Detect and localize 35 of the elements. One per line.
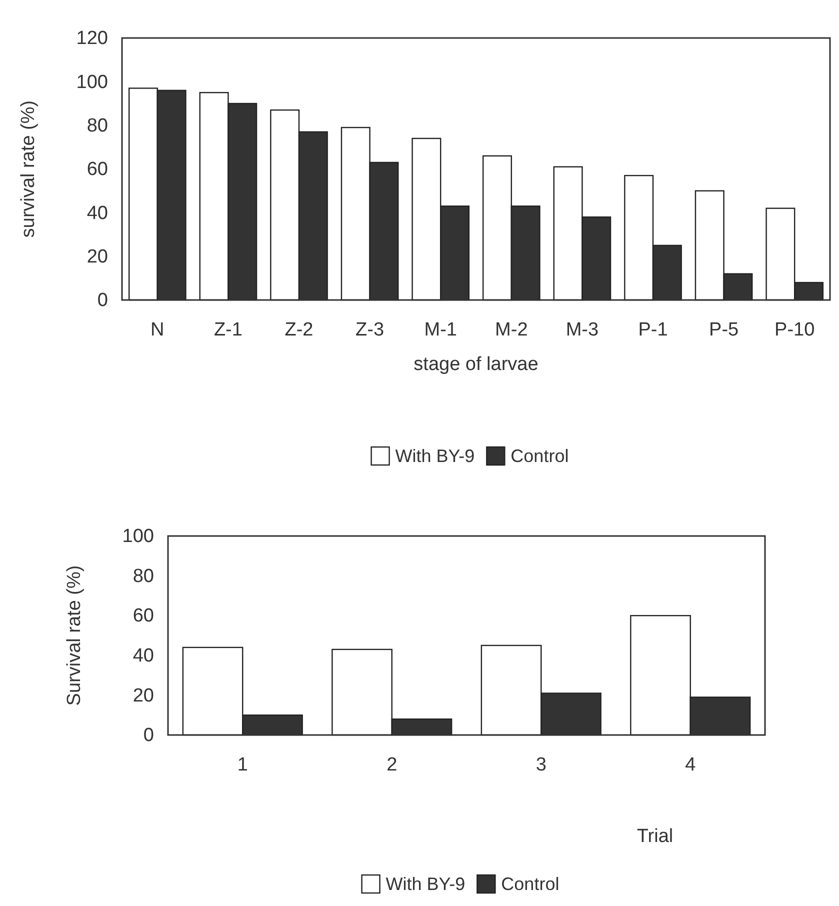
x-tick-label: M-2 [495,319,528,340]
x-tick-label: Z-2 [284,319,314,340]
x-tick-label: 3 [536,754,546,776]
legend-label: With BY-9 [395,446,475,466]
y-tick-label: 0 [143,725,154,746]
legend-label: With BY-9 [386,874,466,894]
y-tick-label: 100 [76,72,108,93]
x-tick-label: 1 [237,754,248,776]
y-tick-label: 20 [86,246,108,268]
x-tick-label: P-10 [774,319,815,340]
x-tick-label: Z-3 [356,319,384,340]
x-tick-label: 4 [685,754,696,776]
x-tick-label: N [150,319,164,340]
x-tick-label: Z-1 [214,319,242,340]
x-axis-title: Trial [636,826,674,847]
y-tick-label: 100 [122,526,154,548]
y-tick-label: 60 [132,606,154,627]
x-axis-title: stage of larvae [414,354,538,375]
x-tick-label: P-1 [638,319,668,340]
y-tick-label: 40 [86,202,108,224]
y-tick-label: 40 [132,645,154,666]
y-axis-title: survival rate (%) [18,100,39,238]
y-tick-label: 80 [86,115,108,136]
legend-label: Control [510,446,569,466]
legend-label: Control [501,874,560,894]
x-tick-label: M-3 [566,319,599,340]
y-tick-label: 80 [132,566,154,587]
x-tick-label: 2 [386,754,398,776]
x-tick-label: M-1 [424,319,457,340]
x-tick-label: P-5 [709,319,739,340]
y-tick-label: 0 [97,290,108,312]
y-tick-label: 60 [86,159,108,180]
y-tick-label: 20 [132,685,154,706]
y-axis-title: Survival rate (%) [64,565,85,706]
y-tick-label: 120 [76,28,108,50]
